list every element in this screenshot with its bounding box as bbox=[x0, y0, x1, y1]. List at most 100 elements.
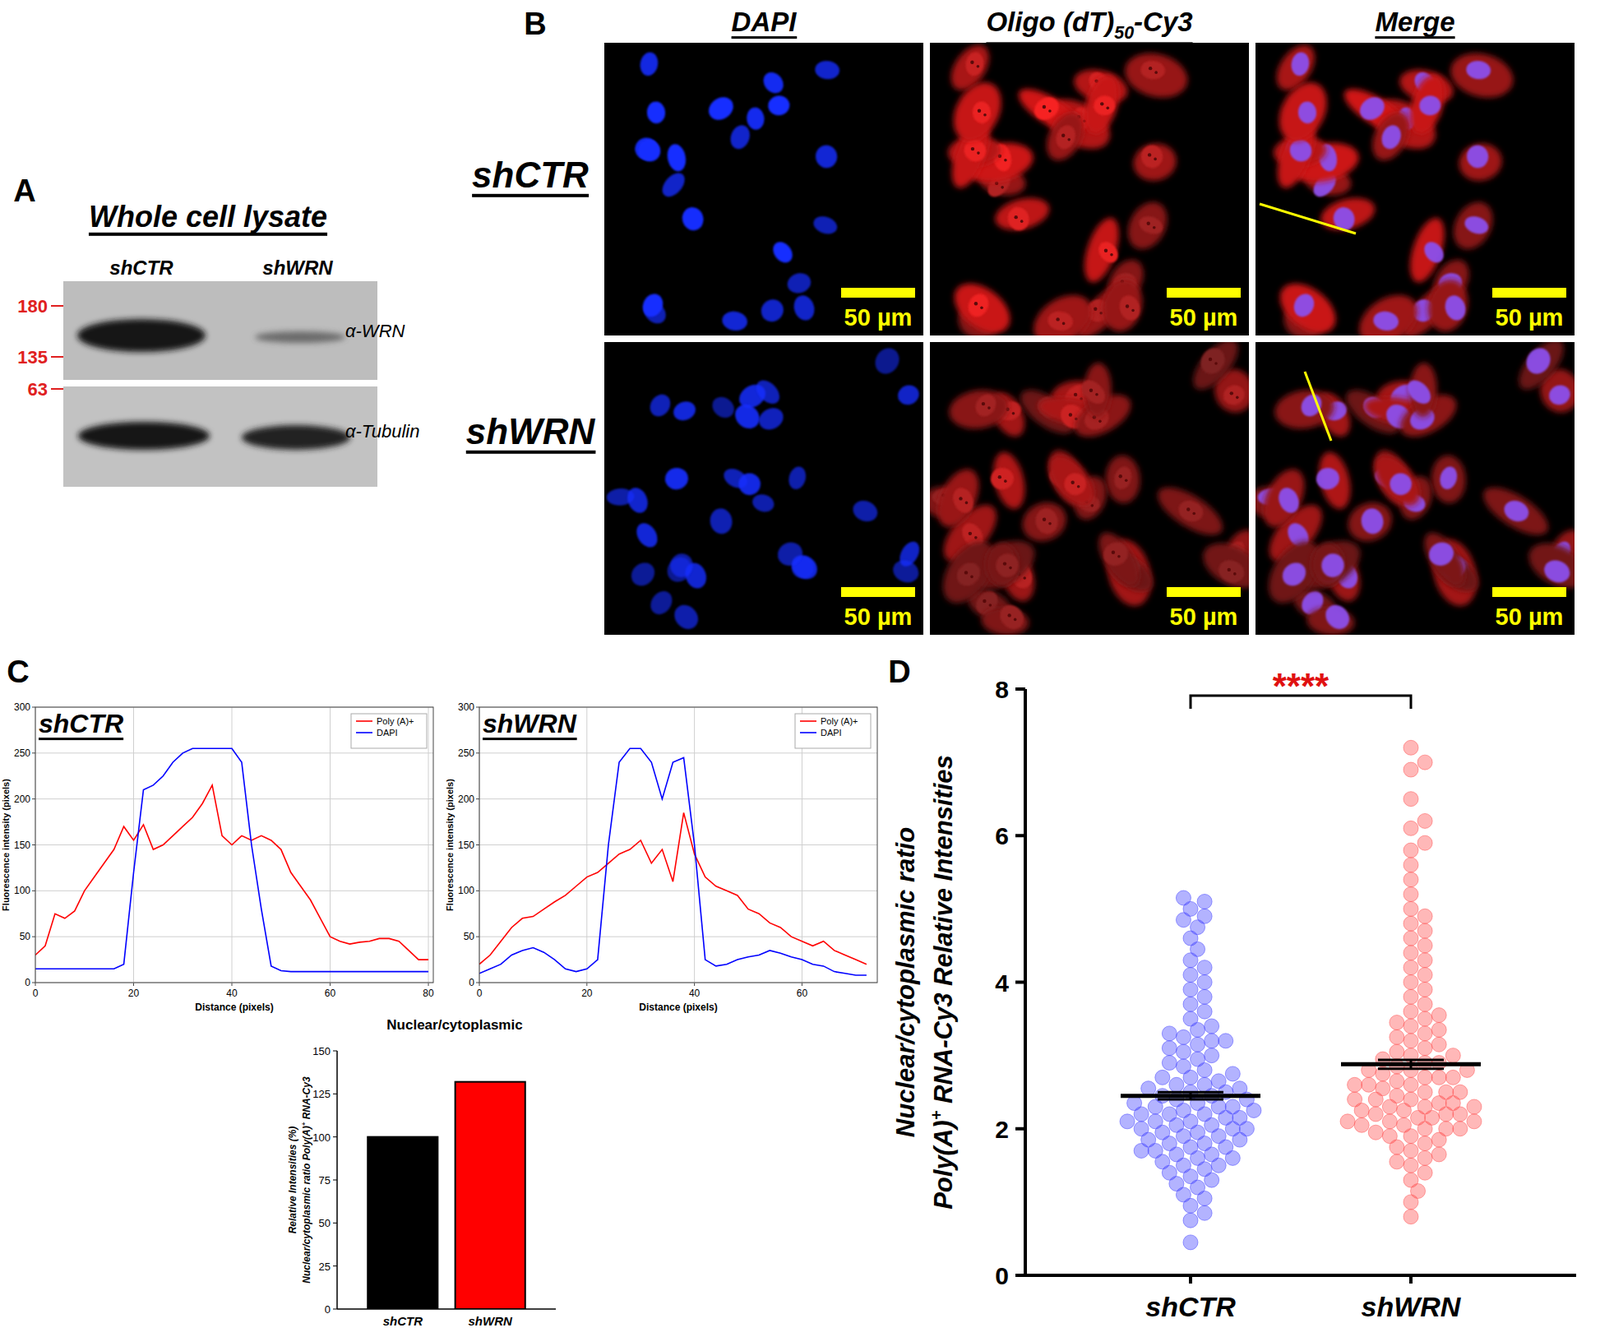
nucleolus bbox=[980, 306, 984, 310]
nucleus bbox=[767, 94, 791, 117]
cell-body bbox=[1365, 447, 1429, 514]
data-point bbox=[1161, 1026, 1177, 1041]
nucleus bbox=[1277, 558, 1311, 592]
nucleus bbox=[1137, 213, 1166, 238]
nucleus bbox=[1378, 122, 1405, 152]
profile-line bbox=[35, 748, 429, 972]
nucleolus bbox=[1208, 357, 1212, 361]
data-point bbox=[1155, 1069, 1170, 1085]
data-point bbox=[1403, 1091, 1419, 1107]
text-run: Relative Intensities (%) bbox=[286, 1126, 299, 1235]
data-point bbox=[1417, 1136, 1433, 1152]
cell-body bbox=[1077, 70, 1125, 139]
nucleus bbox=[1275, 484, 1303, 516]
nucleus bbox=[769, 238, 797, 267]
nucleus bbox=[707, 506, 734, 536]
legend-box bbox=[351, 713, 427, 749]
data-point bbox=[1403, 1077, 1419, 1092]
tick-label: 60 bbox=[324, 987, 337, 999]
text-run: RNA-Cy3 bbox=[300, 1076, 313, 1123]
cell-body bbox=[943, 73, 1011, 150]
nucleus bbox=[638, 50, 660, 78]
tick-label: 300 bbox=[457, 701, 475, 713]
grid-line bbox=[479, 752, 878, 754]
plot-area bbox=[479, 707, 878, 983]
tick-label: 250 bbox=[457, 747, 475, 759]
nucleolus bbox=[1235, 396, 1240, 400]
nucleus bbox=[1059, 468, 1091, 500]
data-point bbox=[1190, 1051, 1206, 1067]
nucleolus bbox=[1147, 152, 1152, 157]
nucleus bbox=[750, 491, 777, 514]
data-point bbox=[1417, 981, 1433, 997]
nucleolus bbox=[1124, 478, 1129, 482]
nucleolus bbox=[1093, 307, 1097, 311]
data-point bbox=[1417, 1011, 1433, 1027]
cell-body bbox=[1364, 106, 1418, 167]
tick-mark bbox=[332, 1265, 338, 1267]
cell-body bbox=[1341, 495, 1398, 549]
data-point bbox=[1175, 1044, 1191, 1059]
data-point bbox=[1340, 1114, 1355, 1129]
grid-line bbox=[479, 798, 878, 800]
nucleolus bbox=[1068, 412, 1073, 417]
data-point bbox=[1183, 1234, 1198, 1250]
tick-label: 60 bbox=[796, 987, 809, 999]
tick-mark bbox=[586, 982, 588, 986]
tick-label: 125 bbox=[312, 1087, 331, 1101]
legend-swatch bbox=[800, 720, 817, 722]
data-point bbox=[1232, 1081, 1248, 1096]
nucleolus bbox=[1154, 70, 1158, 74]
nucleus bbox=[1418, 94, 1443, 117]
nucleolus bbox=[1048, 522, 1052, 526]
band bbox=[241, 425, 351, 450]
tick-label: 20 bbox=[581, 987, 593, 999]
micrograph bbox=[929, 42, 1249, 336]
grid-line bbox=[479, 890, 878, 892]
data-point bbox=[1204, 1033, 1220, 1049]
data-point bbox=[1147, 1114, 1163, 1129]
tick-mark bbox=[476, 890, 480, 892]
lane-label: shCTR bbox=[109, 256, 174, 279]
scale-bar-label: 50 µm bbox=[1495, 304, 1564, 331]
tick-label: 0 bbox=[324, 1303, 331, 1316]
nucleus bbox=[1116, 292, 1143, 324]
nucleus bbox=[759, 68, 788, 98]
nucleus bbox=[952, 558, 985, 592]
nucleus bbox=[1521, 343, 1556, 379]
lane-label: shWRN bbox=[262, 256, 333, 279]
nucleus bbox=[1139, 143, 1165, 170]
cell-body bbox=[1129, 138, 1180, 185]
tick-label: 150 bbox=[457, 839, 475, 851]
tick-label: 0 bbox=[468, 976, 475, 989]
cell-body bbox=[1090, 526, 1148, 594]
nucleus bbox=[663, 466, 690, 492]
data-point bbox=[1417, 967, 1433, 983]
data-point bbox=[1417, 1040, 1433, 1056]
scale-bar bbox=[1492, 287, 1567, 298]
tick-mark bbox=[133, 982, 135, 986]
data-point bbox=[1403, 915, 1419, 931]
cell-body bbox=[1104, 454, 1142, 505]
tick-label: 0 bbox=[32, 987, 39, 999]
tick-mark bbox=[1015, 980, 1026, 985]
nucleolus bbox=[1095, 393, 1099, 397]
data-point bbox=[1218, 1033, 1234, 1049]
tick-mark bbox=[1015, 687, 1026, 691]
tick-mark bbox=[32, 890, 36, 892]
data-point bbox=[1403, 930, 1419, 946]
nucleus bbox=[989, 466, 1016, 492]
cell-body bbox=[991, 192, 1053, 236]
mean-line bbox=[1341, 1062, 1481, 1067]
nucleus bbox=[734, 468, 765, 500]
data-point bbox=[1347, 1091, 1363, 1107]
nucleolus bbox=[1104, 249, 1108, 253]
data-point bbox=[1161, 1055, 1177, 1071]
data-point bbox=[1183, 996, 1198, 1012]
scale-bar-label: 50 µm bbox=[1169, 304, 1239, 331]
legend-label: Poly (A)+ bbox=[820, 716, 859, 727]
nucleus bbox=[994, 600, 1028, 634]
nucleus bbox=[646, 587, 677, 619]
nucleolus bbox=[994, 181, 999, 185]
nucleolus bbox=[974, 301, 978, 306]
